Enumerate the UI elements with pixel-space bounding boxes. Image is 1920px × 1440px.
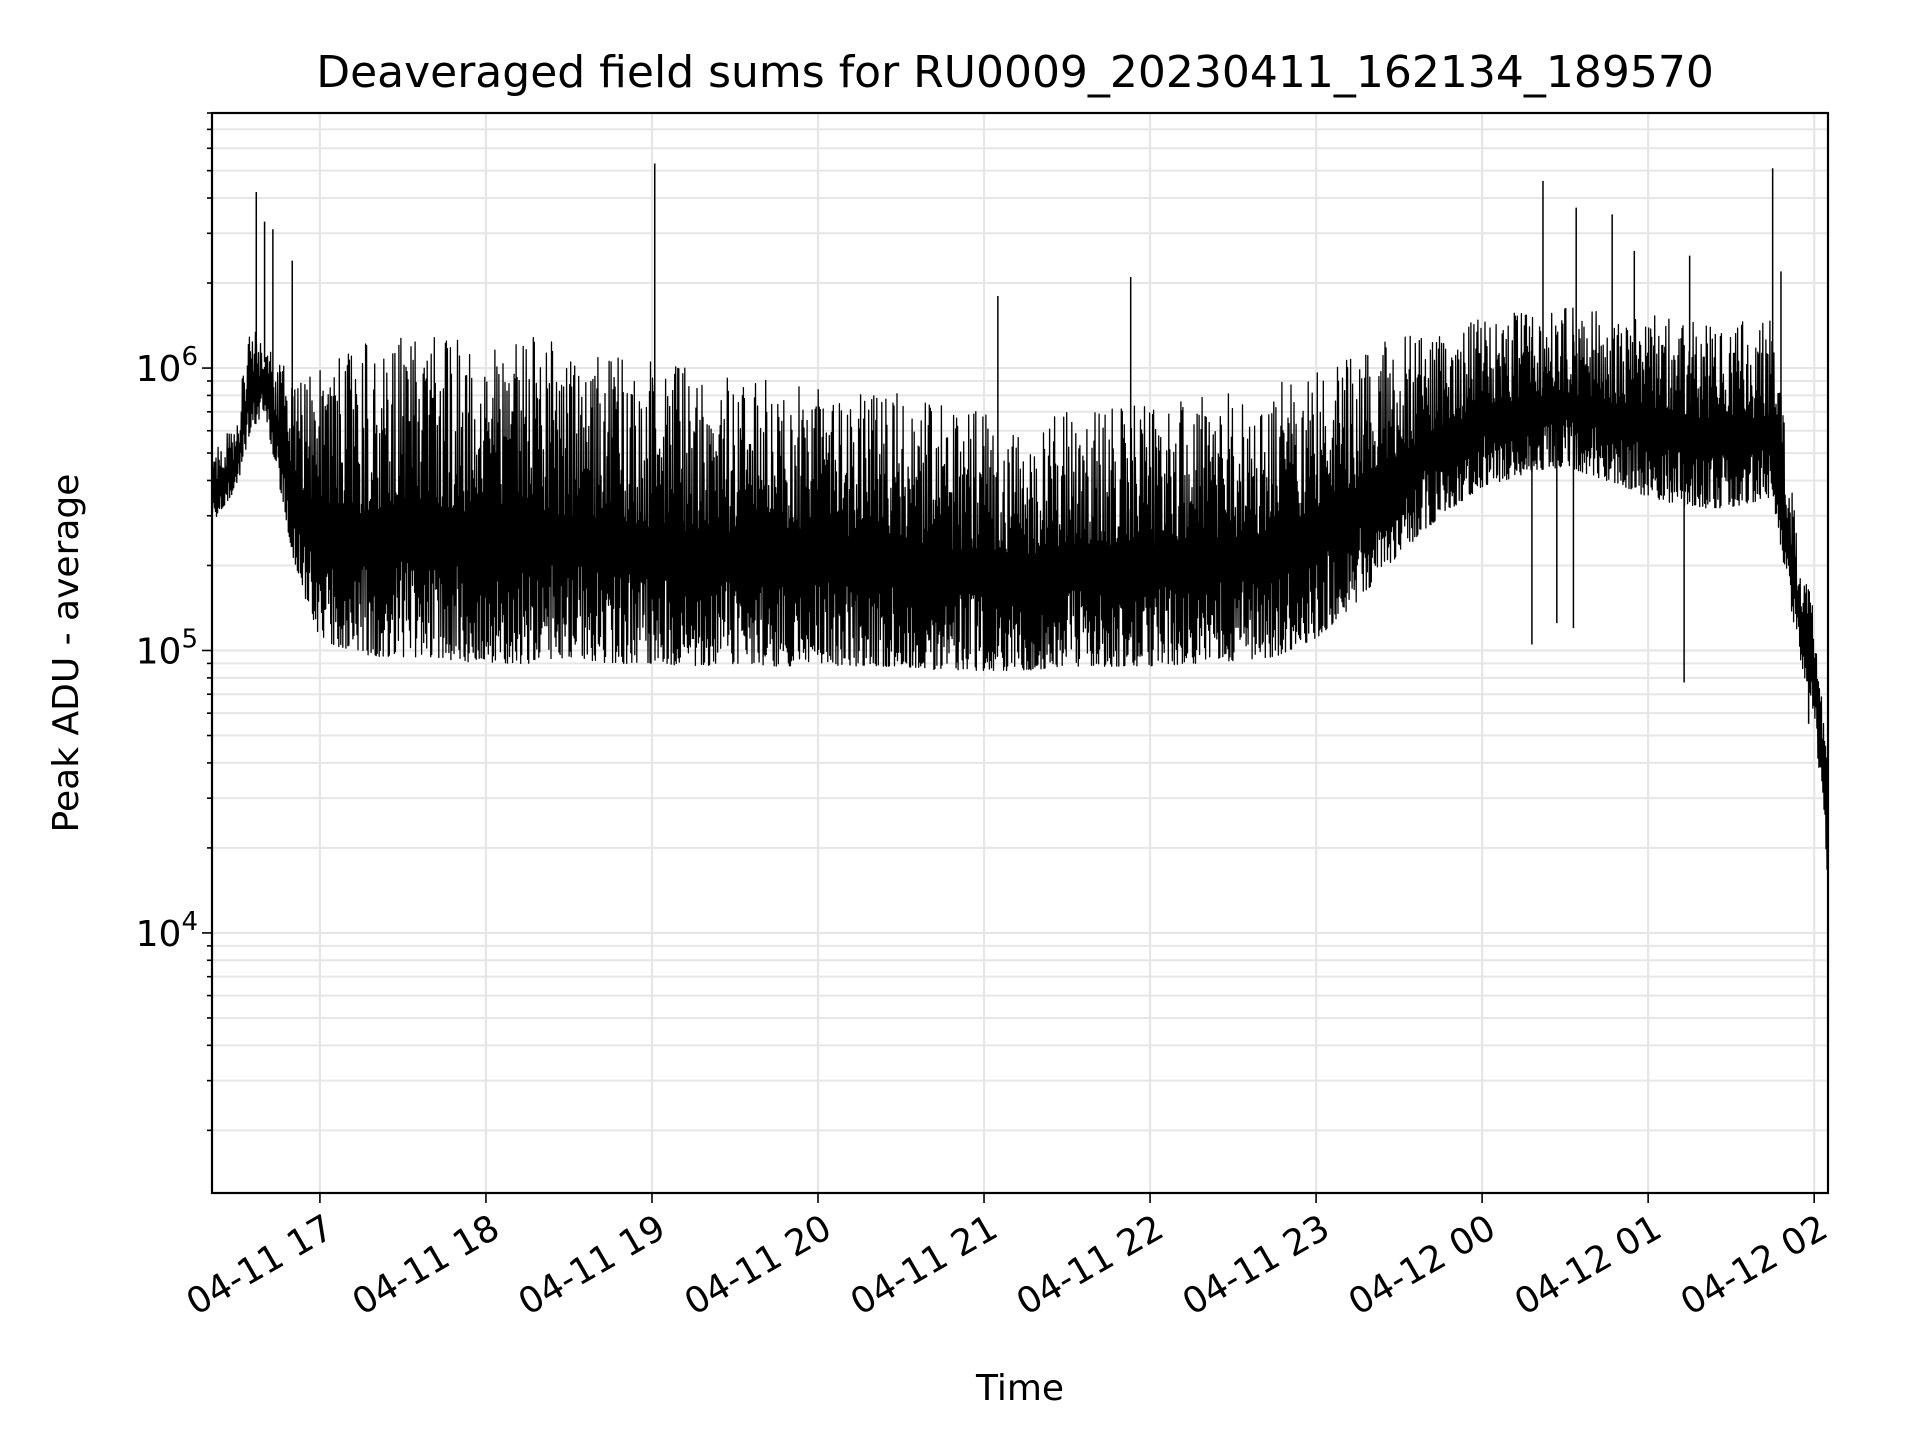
y-tick-label: 104 (136, 907, 198, 955)
series-layer (211, 163, 1829, 884)
x-axis-label: Time (975, 1368, 1064, 1409)
plot-frame (210, 111, 1830, 1195)
y-tick-label: 106 (136, 342, 198, 390)
y-tick-label: 105 (136, 624, 198, 672)
series-trace (211, 307, 1829, 884)
y-axis-ticks: 104 105 106 (136, 112, 212, 1132)
major-gridlines (212, 113, 1828, 1193)
y-axis-label: Peak ADU - average (46, 474, 87, 833)
y-tick-exponent: 5 (181, 624, 198, 654)
y-tick-exponent: 4 (181, 907, 198, 937)
y-tick-exponent: 6 (181, 342, 198, 372)
chart-title: Deaveraged field sums for RU0009_2023041… (316, 47, 1714, 98)
